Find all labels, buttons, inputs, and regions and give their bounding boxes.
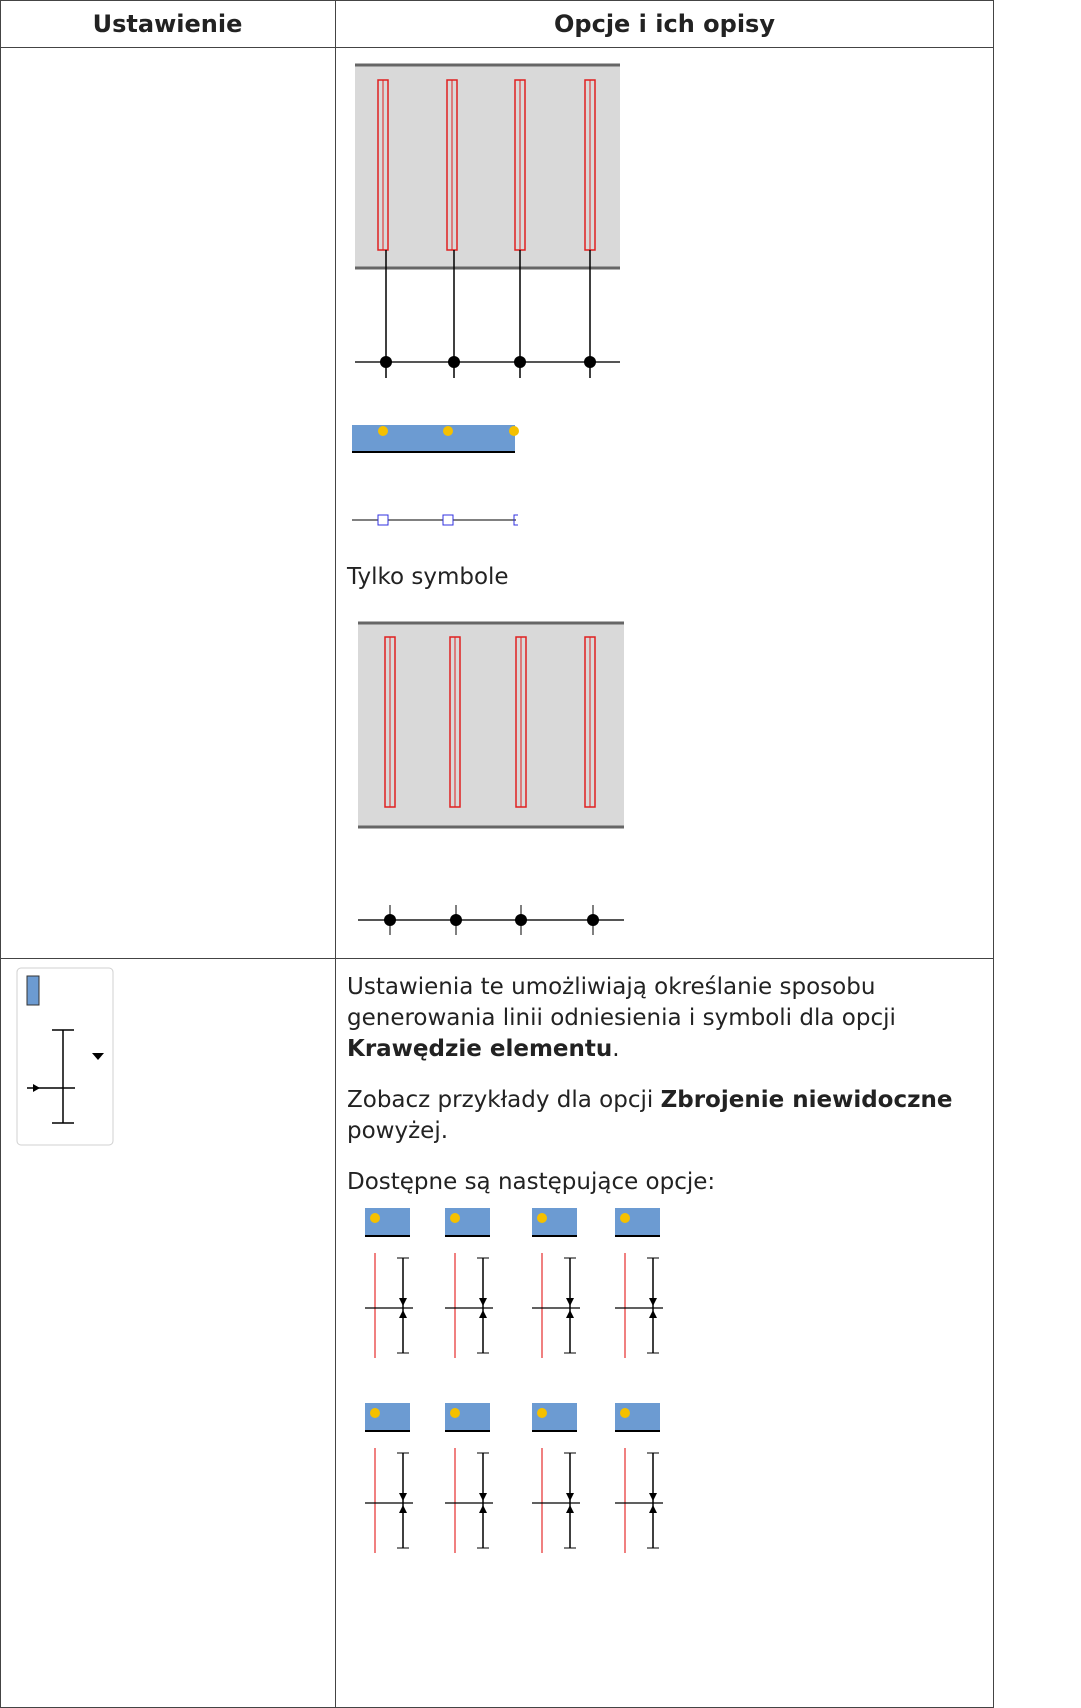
paragraph: Ustawienia te umożliwiają określanie spo… (347, 972, 987, 1065)
table-border (0, 47, 994, 48)
paragraph: Dostępne są następujące opcje: (347, 1167, 987, 1198)
table-border (0, 0, 994, 1)
table-border (993, 0, 994, 1708)
bold-text: Krawędzie elementu (347, 1036, 613, 1062)
text: . (612, 1036, 620, 1062)
paragraph: Zobacz przykłady dla opcji Zbrojenie nie… (347, 1085, 987, 1147)
bold-text: Zbrojenie niewidoczne (660, 1087, 953, 1113)
text: Ustawienia te umożliwiają określanie spo… (347, 974, 896, 1031)
text: powyżej. (347, 1118, 449, 1144)
header-cell: Opcje i ich opisy (554, 10, 775, 38)
caption: Tylko symbole (347, 564, 509, 590)
text: Zobacz przykłady dla opcji (347, 1087, 661, 1113)
table-border (0, 958, 994, 959)
table-border (335, 0, 336, 1708)
text: Dostępne są następujące opcje: (347, 1169, 716, 1195)
header-cell: Ustawienie (92, 10, 243, 38)
cell-text: Ustawienia te umożliwiają określanie spo… (347, 972, 987, 1218)
table-border (0, 0, 1, 1708)
